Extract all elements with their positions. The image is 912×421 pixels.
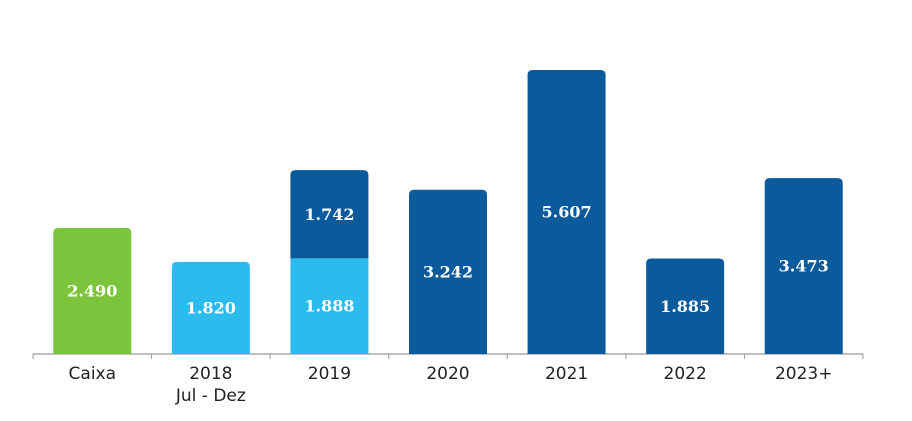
value-label: 1.742 — [304, 205, 354, 224]
x-tick-label: 2020 — [426, 364, 469, 384]
bar-segment — [290, 258, 369, 354]
value-label: 5.607 — [542, 203, 592, 222]
x-tick-label: 2018 — [189, 364, 232, 384]
value-label: 1.888 — [304, 297, 354, 316]
bar-segment — [764, 178, 843, 354]
value-label: 3.242 — [423, 262, 473, 281]
x-tick-label: 2023+ — [775, 364, 833, 384]
bar-segment — [646, 258, 725, 354]
value-label: 1.885 — [660, 297, 710, 316]
bar-segment — [53, 227, 132, 354]
bar-segment — [409, 189, 487, 354]
value-label: 1.820 — [186, 298, 236, 317]
x-tick-label: Jul - Dez — [175, 386, 246, 406]
x-tick-label: 2021 — [545, 364, 588, 384]
value-label: 3.473 — [779, 257, 829, 276]
x-tick-label: 2019 — [308, 364, 351, 384]
bar-segment — [290, 170, 369, 259]
bar-segment — [171, 261, 250, 354]
x-tick-label: Caixa — [69, 364, 117, 384]
value-label: 2.490 — [67, 281, 117, 300]
x-tick-label: 2022 — [664, 364, 707, 384]
bar-segment — [527, 70, 606, 354]
